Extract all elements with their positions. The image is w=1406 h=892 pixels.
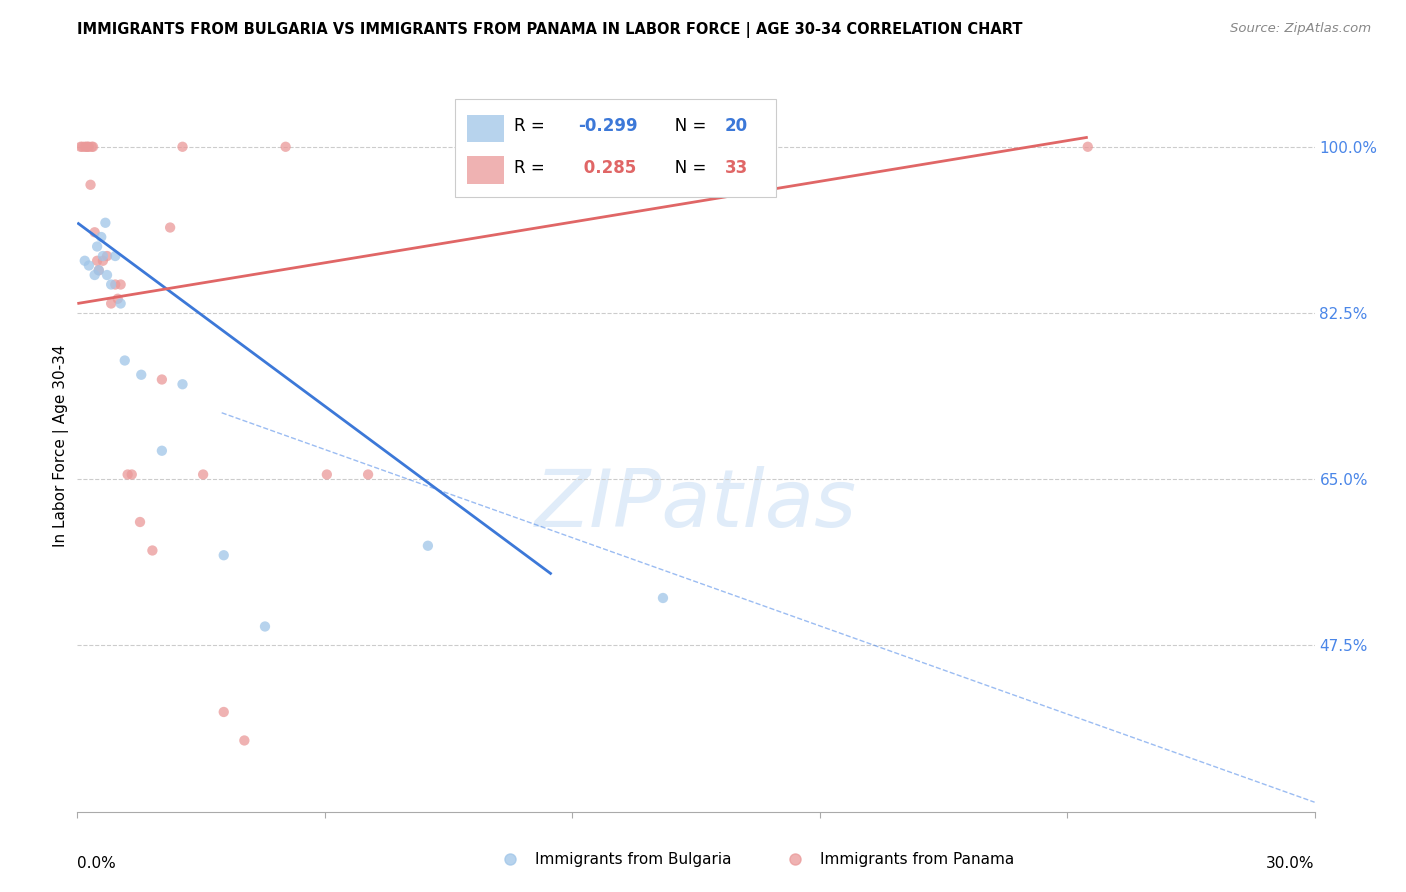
Point <box>121 467 143 482</box>
Point <box>100 277 122 292</box>
Point <box>110 277 132 292</box>
Point <box>212 705 235 719</box>
Point <box>79 178 101 192</box>
Point <box>129 515 152 529</box>
Point <box>104 249 127 263</box>
Text: 0.285: 0.285 <box>578 159 637 177</box>
Point <box>141 543 163 558</box>
Bar <box>467 115 505 143</box>
Point <box>104 277 127 292</box>
Point <box>77 259 100 273</box>
Point <box>1077 140 1099 154</box>
Point <box>86 253 108 268</box>
Point <box>357 467 380 482</box>
Text: R =: R = <box>515 118 550 136</box>
Text: 30.0%: 30.0% <box>1267 855 1315 871</box>
Point <box>652 591 675 605</box>
Text: 33: 33 <box>724 159 748 177</box>
Point <box>150 443 173 458</box>
Point <box>87 263 110 277</box>
Point <box>172 377 194 392</box>
Point <box>80 140 103 154</box>
Point <box>83 268 105 282</box>
Text: Source: ZipAtlas.com: Source: ZipAtlas.com <box>1230 22 1371 36</box>
Point <box>150 372 173 386</box>
Point <box>233 733 256 747</box>
Point <box>129 368 152 382</box>
Text: 0.0%: 0.0% <box>77 855 117 871</box>
Point <box>172 140 194 154</box>
Point <box>87 263 110 277</box>
Bar <box>454 99 776 197</box>
Point <box>315 467 337 482</box>
Point <box>77 140 100 154</box>
Point <box>274 140 297 154</box>
Point <box>96 249 118 263</box>
Point <box>69 140 91 154</box>
Text: N =: N = <box>659 159 711 177</box>
Point <box>253 619 276 633</box>
Point <box>82 140 104 154</box>
Point <box>73 253 96 268</box>
Point <box>91 253 114 268</box>
Text: ZIPatlas: ZIPatlas <box>534 466 858 543</box>
Text: IMMIGRANTS FROM BULGARIA VS IMMIGRANTS FROM PANAMA IN LABOR FORCE | AGE 30-34 CO: IMMIGRANTS FROM BULGARIA VS IMMIGRANTS F… <box>77 22 1022 38</box>
Text: R =: R = <box>515 159 550 177</box>
Point <box>72 140 94 154</box>
Point <box>117 467 139 482</box>
Point <box>73 140 96 154</box>
Y-axis label: In Labor Force | Age 30-34: In Labor Force | Age 30-34 <box>53 344 69 548</box>
Point <box>100 296 122 310</box>
Point <box>159 220 181 235</box>
Point <box>114 353 136 368</box>
Point <box>96 268 118 282</box>
Bar <box>467 156 505 184</box>
Point <box>91 249 114 263</box>
Text: -0.299: -0.299 <box>578 118 638 136</box>
Point <box>75 140 97 154</box>
Text: N =: N = <box>659 118 711 136</box>
Text: Immigrants from Bulgaria: Immigrants from Bulgaria <box>536 852 731 867</box>
Point <box>83 225 105 239</box>
Point <box>110 296 132 310</box>
Text: Immigrants from Panama: Immigrants from Panama <box>820 852 1014 867</box>
Point <box>191 467 214 482</box>
Point <box>94 216 117 230</box>
Point <box>107 292 129 306</box>
Text: 20: 20 <box>724 118 748 136</box>
Point <box>212 548 235 562</box>
Point <box>90 230 112 244</box>
Point <box>416 539 439 553</box>
Point <box>86 239 108 253</box>
Point <box>76 140 98 154</box>
Point <box>652 140 675 154</box>
